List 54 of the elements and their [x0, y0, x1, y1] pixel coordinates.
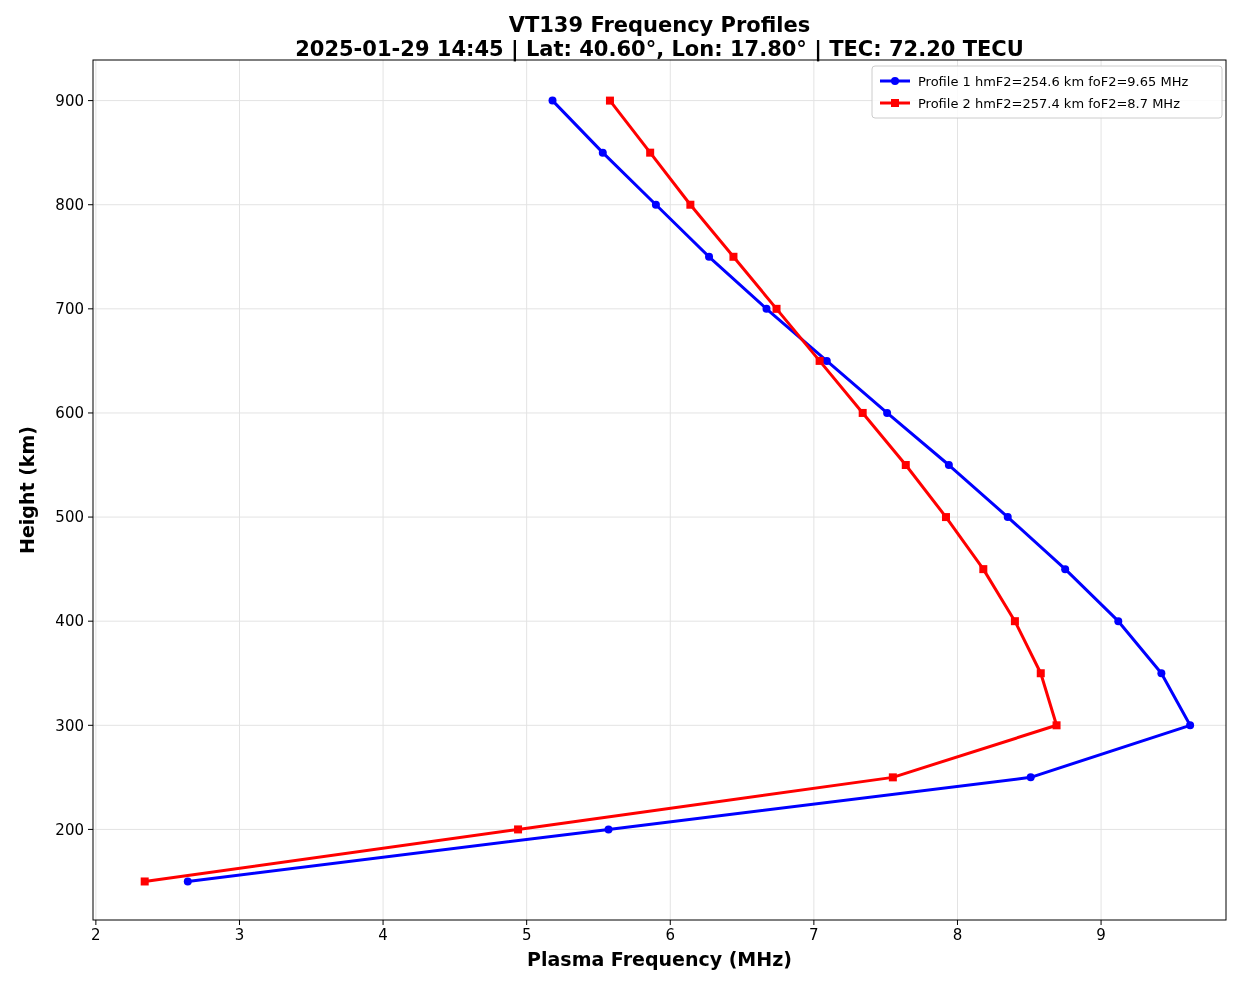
point — [979, 565, 988, 574]
point — [815, 356, 824, 365]
x-axis-title: Plasma Frequency (MHz) — [527, 948, 792, 970]
legend-label: Profile 2 hmF2=257.4 km foF2=8.7 MHz — [918, 95, 1181, 111]
y-tick-label: 600 — [55, 404, 84, 423]
point — [604, 825, 613, 834]
point — [651, 200, 660, 209]
y-tick-label: 400 — [55, 612, 84, 631]
x-tick-label: 4 — [378, 926, 388, 944]
point — [1010, 617, 1019, 626]
chart-subtitle: 2025-01-29 14:45 | Lat: 40.60°, Lon: 17.80° | TEC: 72.20 TECU — [295, 37, 1024, 62]
point — [822, 356, 831, 365]
point — [646, 148, 655, 157]
x-tick-label: 5 — [521, 926, 532, 944]
point — [1003, 513, 1012, 522]
point — [548, 96, 557, 105]
x-tick-label: 7 — [809, 926, 819, 944]
point — [901, 461, 910, 470]
y-tick-label: 700 — [55, 300, 84, 319]
point — [762, 304, 771, 313]
point — [1036, 669, 1045, 678]
point — [729, 252, 738, 261]
x-tick-label: 2 — [91, 926, 101, 944]
point — [1186, 721, 1195, 730]
point — [1157, 669, 1166, 678]
y-tick-label: 900 — [55, 91, 84, 110]
point — [944, 461, 953, 470]
x-tick-label: 8 — [952, 926, 963, 944]
point — [605, 96, 614, 105]
point — [514, 825, 523, 834]
legend-label: Profile 1 hmF2=254.6 km foF2=9.65 MHz — [918, 73, 1189, 89]
point — [1061, 565, 1070, 574]
chart-title: VT139 Frequency Profiles — [508, 13, 811, 37]
y-tick-label: 300 — [55, 716, 84, 735]
x-tick-label: 3 — [234, 926, 245, 944]
point — [941, 513, 950, 522]
point — [140, 877, 149, 886]
point — [705, 252, 714, 261]
x-tick-label: 9 — [1096, 926, 1106, 944]
y-tick-label: 800 — [55, 195, 84, 214]
x-tick-label: 6 — [665, 926, 676, 944]
point — [1114, 617, 1123, 626]
point — [1026, 773, 1035, 782]
point — [858, 408, 867, 417]
y-tick-label: 500 — [55, 508, 84, 527]
point — [883, 408, 892, 417]
point — [1052, 721, 1061, 730]
point — [888, 773, 897, 782]
y-tick-label: 200 — [55, 820, 84, 839]
point — [183, 877, 192, 886]
y-axis-title: Height (km) — [16, 426, 38, 554]
point — [772, 304, 781, 313]
point — [598, 148, 607, 157]
point — [686, 200, 695, 209]
